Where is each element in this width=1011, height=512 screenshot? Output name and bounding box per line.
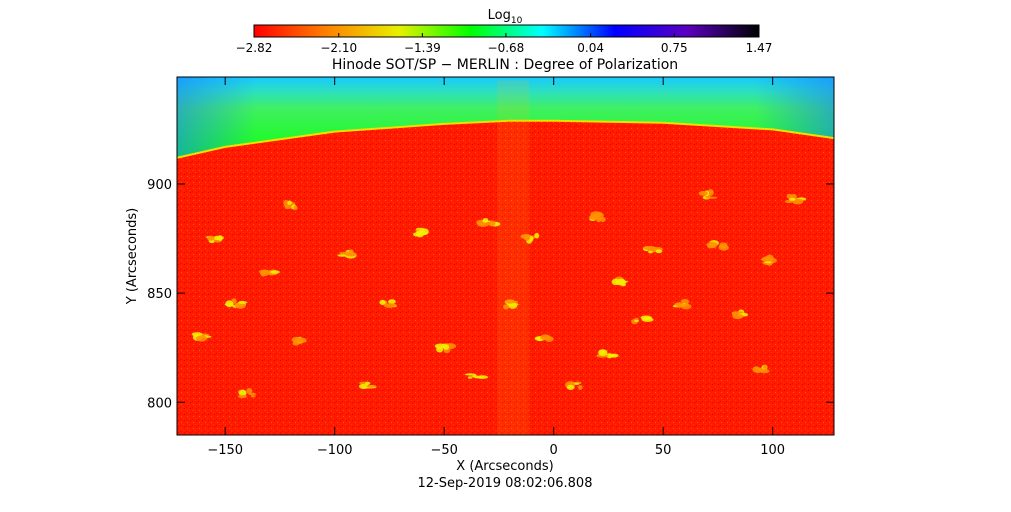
colorbar: Log10 −2.82 −2.10 −1.39 −0.68 0.04 0.75 1.47 <box>236 8 773 55</box>
active-patch <box>283 199 298 211</box>
x-tick-label: −50 <box>430 443 457 458</box>
active-patches <box>191 189 807 399</box>
x-tick-label: −150 <box>207 443 243 458</box>
active-patch <box>476 218 501 227</box>
scan-streak <box>497 80 529 435</box>
active-patch <box>596 349 619 359</box>
active-patch <box>672 298 692 310</box>
active-patch <box>706 240 729 251</box>
colorbar-label: Log10 <box>488 8 523 26</box>
plot-area <box>177 77 834 435</box>
plot-frame <box>176 76 835 436</box>
y-axis-label: Y (Arcseconds) <box>125 208 140 305</box>
colorbar-tick-label: −0.68 <box>488 41 525 55</box>
active-patch <box>412 227 429 238</box>
colorbar-tick-label: 0.75 <box>661 41 688 55</box>
x-axis-label: X (Arcseconds) <box>456 459 553 474</box>
colorbar-strip <box>253 24 760 38</box>
active-patch <box>434 343 457 354</box>
colorbar-tick-label: 1.47 <box>746 41 773 55</box>
colorbar-ticks: −2.82 −2.10 −1.39 −0.68 0.04 0.75 1.47 <box>236 33 773 55</box>
active-patch <box>611 276 629 287</box>
active-patch <box>565 381 583 390</box>
active-patch <box>191 332 212 342</box>
limb-line <box>177 119 834 159</box>
active-patch <box>642 246 663 254</box>
y-axis: 800 850 900 <box>147 178 834 411</box>
x-tick-label: 0 <box>550 443 558 458</box>
colorbar-tick-label: −2.10 <box>320 41 357 55</box>
solar-disk <box>177 120 834 435</box>
x-axis: −150 −100 −50 0 50 100 <box>207 77 785 458</box>
y-tick-label: 800 <box>147 396 172 411</box>
active-patch <box>258 269 280 277</box>
x-tick-label: 100 <box>760 443 785 458</box>
colorbar-tick-label: −2.82 <box>236 41 273 55</box>
colorbar-tick-label: 0.04 <box>577 41 604 55</box>
active-patch <box>291 336 307 346</box>
active-patch <box>337 249 357 259</box>
active-patch <box>631 315 654 325</box>
timestamp: 12-Sep-2019 08:02:06.808 <box>418 476 593 491</box>
active-patch <box>698 189 718 200</box>
x-tick-label: −100 <box>317 443 353 458</box>
y-tick-label: 850 <box>147 287 172 302</box>
active-patch <box>760 254 777 266</box>
active-patch <box>206 235 224 244</box>
active-patch <box>379 299 397 308</box>
active-patch <box>503 299 519 310</box>
active-patch <box>752 364 770 374</box>
active-patch <box>358 381 377 389</box>
colorbar-tick-label: −1.39 <box>404 41 441 55</box>
active-patch <box>784 193 807 205</box>
active-patch <box>464 373 489 379</box>
active-patch <box>224 298 248 309</box>
y-tick-label: 900 <box>147 178 172 193</box>
active-patch <box>731 309 748 320</box>
chart-title: Hinode SOT/SP − MERLIN : Degree of Polar… <box>332 57 678 73</box>
active-patch <box>589 211 606 223</box>
active-patch <box>534 334 554 342</box>
active-patch <box>520 232 540 244</box>
x-tick-label: 50 <box>655 443 672 458</box>
active-patch <box>237 388 257 399</box>
